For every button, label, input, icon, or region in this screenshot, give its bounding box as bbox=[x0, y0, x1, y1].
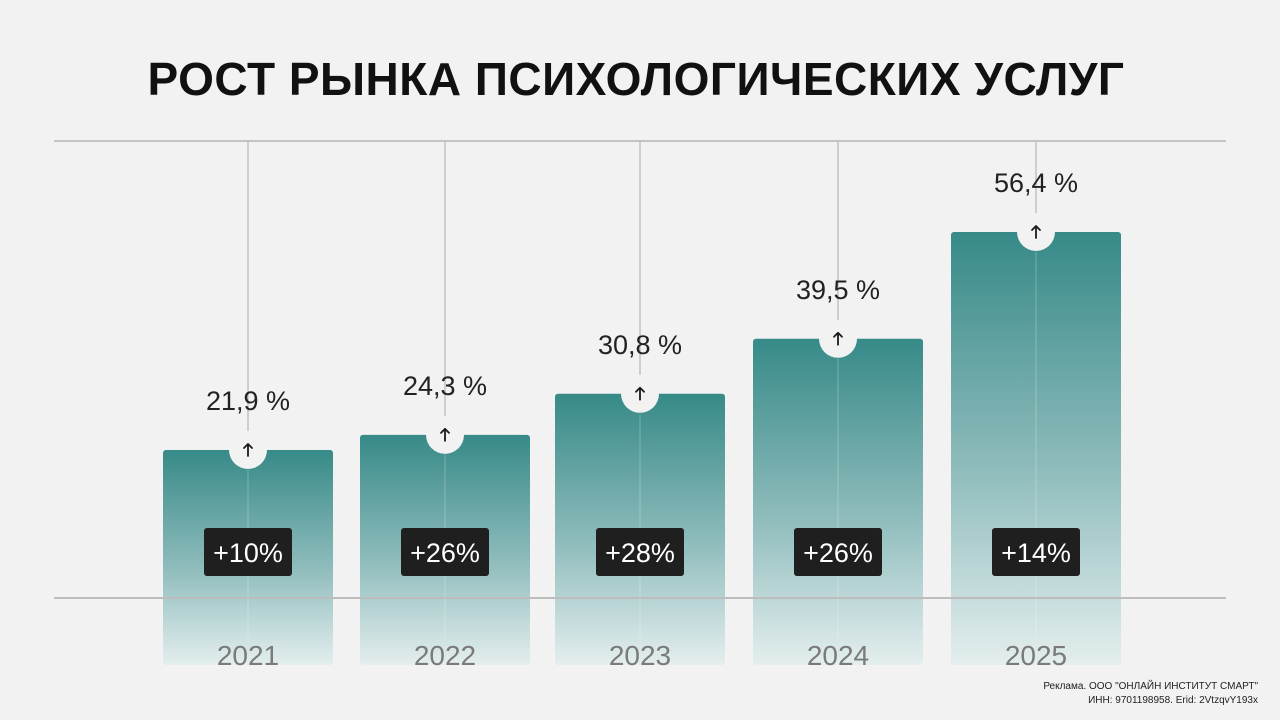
growth-badge bbox=[204, 528, 292, 576]
growth-label: +14% bbox=[1001, 538, 1071, 568]
growth-badge bbox=[992, 528, 1080, 576]
value-label: 30,8 % bbox=[598, 330, 682, 360]
value-label: 39,5 % bbox=[796, 275, 880, 305]
growth-label: +26% bbox=[803, 538, 873, 568]
bar bbox=[753, 338, 923, 665]
up-arrow-icon bbox=[833, 331, 843, 346]
ad-disclaimer: Реклама. ООО "ОНЛАЙН ИНСТИТУТ СМАРТ" ИНН… bbox=[1043, 680, 1258, 708]
value-label: 21,9 % bbox=[206, 386, 290, 416]
year-tick-label: 2025 bbox=[1005, 640, 1067, 671]
year-tick-label: 2023 bbox=[609, 640, 671, 671]
year-tick-label: 2022 bbox=[414, 640, 476, 671]
growth-badge bbox=[794, 528, 882, 576]
growth-label: +10% bbox=[213, 538, 283, 568]
growth-label: +28% bbox=[605, 538, 675, 568]
year-tick-label: 2024 bbox=[807, 640, 869, 671]
value-label: 24,3 % bbox=[403, 371, 487, 401]
ad-disclaimer-line1: Реклама. ООО "ОНЛАЙН ИНСТИТУТ СМАРТ" bbox=[1043, 681, 1258, 692]
up-arrow-icon bbox=[1031, 225, 1041, 239]
up-arrow-icon bbox=[243, 443, 253, 457]
growth-label: +26% bbox=[410, 538, 480, 568]
up-arrow-icon bbox=[635, 386, 645, 401]
growth-badge bbox=[401, 528, 489, 576]
growth-badge bbox=[596, 528, 684, 576]
value-label: 56,4 % bbox=[994, 168, 1078, 198]
up-arrow-icon bbox=[440, 427, 450, 442]
chart-title: РОСТ РЫНКА ПСИХОЛОГИЧЕСКИХ УСЛУГ bbox=[147, 53, 1125, 105]
year-tick-label: 2021 bbox=[217, 640, 279, 671]
ad-disclaimer-line2: ИНН: 9701198958. Erid: 2VtzqvY193x bbox=[1088, 695, 1258, 706]
